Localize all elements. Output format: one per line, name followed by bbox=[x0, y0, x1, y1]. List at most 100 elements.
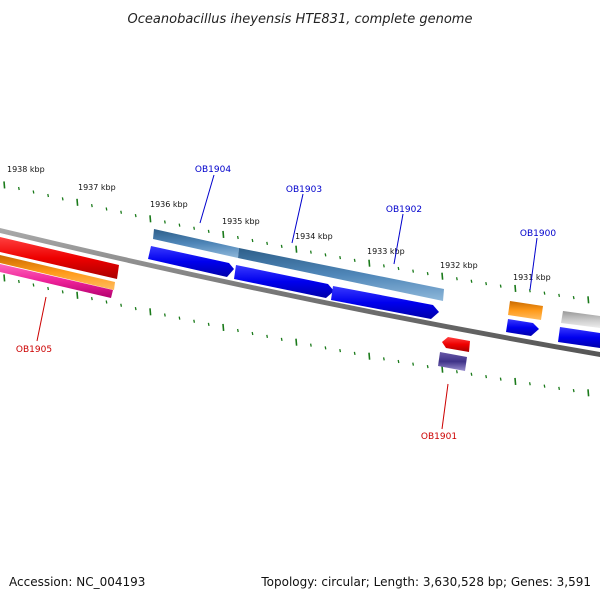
scale-tick bbox=[485, 282, 488, 286]
scale-tick bbox=[514, 377, 517, 386]
gene-label-ob1902[interactable]: OB1902 bbox=[386, 205, 422, 215]
leader-line-ob1902 bbox=[393, 213, 404, 265]
scale-tick bbox=[295, 245, 298, 253]
upper-tick-row bbox=[3, 181, 590, 304]
lower-tick-row bbox=[3, 274, 590, 397]
leader-line-ob1903 bbox=[291, 193, 304, 244]
gene-label-ob1903[interactable]: OB1903 bbox=[286, 185, 322, 195]
feature-gray[interactable] bbox=[561, 311, 600, 328]
scale-tick bbox=[514, 284, 517, 293]
scale-tick bbox=[368, 352, 371, 360]
gene-arrow-ob1901[interactable] bbox=[442, 337, 470, 352]
scale-tick bbox=[412, 269, 415, 273]
scale-tick bbox=[572, 295, 575, 300]
scale-tick bbox=[324, 346, 327, 350]
feature-steel-2[interactable] bbox=[238, 248, 444, 301]
scale-tick bbox=[280, 244, 283, 248]
scale-label-1935: 1935 kbp bbox=[222, 217, 260, 226]
scale-tick bbox=[587, 389, 590, 397]
scale-tick bbox=[485, 375, 488, 379]
scale-tick bbox=[543, 291, 546, 295]
scale-tick bbox=[17, 279, 20, 284]
scale-tick bbox=[163, 220, 166, 224]
scale-tick bbox=[90, 297, 93, 301]
scale-tick bbox=[3, 181, 6, 189]
scale-tick bbox=[236, 235, 239, 240]
scale-tick bbox=[412, 362, 415, 366]
scale-tick bbox=[222, 230, 225, 239]
gene-label-ob1904[interactable]: OB1904 bbox=[195, 165, 231, 175]
feature-red-left[interactable] bbox=[0, 237, 119, 279]
gene-arrow-ob1904[interactable] bbox=[148, 246, 234, 277]
scale-label-1934: 1934 kbp bbox=[295, 232, 333, 241]
scale-tick bbox=[572, 388, 575, 393]
gene-label-ob1905[interactable]: OB1905 bbox=[16, 345, 52, 355]
scale-tick bbox=[397, 266, 400, 271]
gene-arrow-right-edge[interactable] bbox=[558, 327, 600, 348]
feature-orange-left[interactable] bbox=[0, 255, 115, 290]
scale-tick bbox=[193, 226, 196, 230]
scale-tick bbox=[543, 384, 546, 388]
scale-tick bbox=[309, 343, 312, 347]
scale-tick bbox=[47, 193, 50, 198]
scale-tick bbox=[90, 204, 93, 208]
feature-pink-left[interactable] bbox=[0, 264, 113, 298]
scale-tick bbox=[222, 323, 225, 332]
scale-tick bbox=[134, 306, 137, 311]
feature-purple[interactable] bbox=[438, 352, 467, 371]
scale-tick bbox=[558, 386, 561, 390]
gene-label-ob1900[interactable]: OB1900 bbox=[520, 229, 556, 239]
scale-tick bbox=[266, 334, 269, 339]
gene-arrow-ob1902[interactable] bbox=[331, 286, 439, 319]
scale-tick bbox=[397, 359, 400, 364]
scale-tick bbox=[295, 338, 298, 346]
genome-backbone bbox=[0, 228, 600, 357]
scale-tick bbox=[61, 197, 64, 201]
scale-tick bbox=[134, 213, 137, 218]
leader-line-ob1904 bbox=[199, 174, 215, 224]
scale-tick bbox=[207, 229, 210, 234]
scale-tick bbox=[309, 250, 312, 254]
gene-arrow-ob1900[interactable] bbox=[506, 319, 539, 336]
scale-tick bbox=[3, 274, 6, 282]
scale-tick bbox=[339, 256, 342, 260]
scale-tick bbox=[149, 308, 152, 316]
scale-tick bbox=[76, 291, 79, 299]
scale-tick bbox=[280, 337, 283, 341]
scale-tick bbox=[441, 272, 444, 280]
topology-summary: Topology: circular; Length: 3,630,528 bp… bbox=[260, 575, 591, 589]
scale-tick bbox=[76, 198, 79, 206]
leader-line-ob1905 bbox=[36, 296, 47, 342]
scale-tick bbox=[120, 303, 123, 307]
leader-line-ob1901 bbox=[441, 383, 449, 430]
feature-orange-small[interactable] bbox=[508, 301, 543, 320]
gene-arrow-ob1903[interactable] bbox=[234, 265, 334, 298]
scale-tick bbox=[61, 290, 64, 294]
scale-tick bbox=[32, 190, 35, 194]
scale-tick bbox=[382, 357, 385, 361]
feature-steel-1[interactable] bbox=[153, 229, 239, 258]
scale-tick bbox=[528, 382, 531, 386]
scale-tick bbox=[17, 186, 20, 191]
scale-tick bbox=[324, 253, 327, 257]
scale-tick bbox=[470, 279, 473, 283]
scale-tick bbox=[455, 370, 458, 374]
scale-tick bbox=[353, 258, 356, 263]
scale-tick bbox=[251, 238, 254, 243]
scale-label-1937: 1937 kbp bbox=[78, 183, 116, 192]
scale-tick bbox=[441, 365, 444, 373]
scale-tick bbox=[149, 215, 152, 223]
scale-tick bbox=[236, 328, 239, 333]
scale-tick bbox=[207, 322, 210, 327]
scale-tick bbox=[587, 296, 590, 304]
scale-tick bbox=[163, 313, 166, 317]
scale-tick bbox=[339, 349, 342, 353]
scale-tick bbox=[266, 241, 269, 246]
scale-tick bbox=[178, 316, 181, 320]
gene-label-ob1901[interactable]: OB1901 bbox=[421, 432, 457, 442]
scale-tick bbox=[47, 286, 50, 291]
scale-tick bbox=[382, 264, 385, 268]
scale-tick bbox=[426, 365, 429, 369]
scale-label-1933: 1933 kbp bbox=[367, 247, 405, 256]
